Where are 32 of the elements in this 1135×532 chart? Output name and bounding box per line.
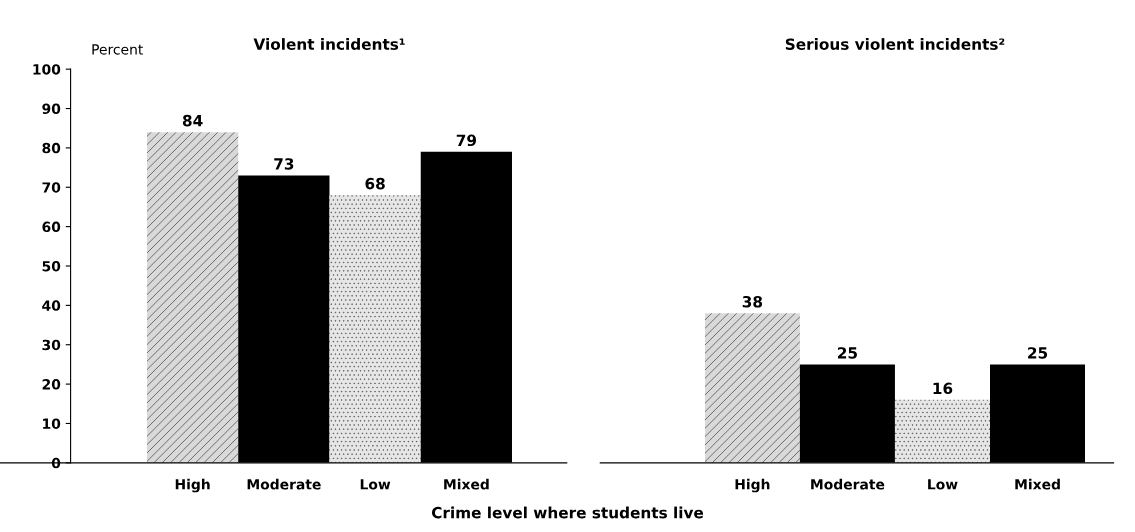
y-tick-label: 90 [42, 103, 61, 114]
y-axis-title: Percent [92, 44, 143, 55]
data-label: 84 [182, 114, 203, 127]
y-tick-label: 60 [42, 221, 61, 233]
data-label: 38 [742, 295, 763, 308]
y-tick-label: 80 [42, 142, 61, 154]
data-label: 25 [838, 347, 857, 359]
x-tick-label: Mixed [1015, 478, 1060, 490]
bar [146, 132, 239, 463]
x-tick-label: Moderate [247, 478, 321, 490]
x-tick-label: Moderate [811, 478, 885, 490]
x-tick-label: High [175, 478, 210, 493]
text: Crime level where students live [431, 506, 704, 519]
y-tick-label: 40 [42, 300, 61, 311]
chart-title: Violent incidents¹ [253, 38, 405, 50]
y-tick-label: 50 [42, 260, 61, 272]
y-tick-label: 10 [43, 418, 61, 429]
y-tick-label: 100 [33, 64, 61, 75]
x-tick-label: Mixed [444, 478, 489, 490]
data-label: 68 [365, 177, 385, 190]
y-tick-label: 70 [42, 182, 61, 193]
bar [329, 195, 421, 463]
x-tick-label: Low [360, 479, 391, 490]
chart-title: Serious violent incidents² [785, 38, 1005, 50]
y-tick-label: 30 [42, 339, 61, 351]
data-label: 16 [933, 382, 953, 395]
y-tick-label: 20 [42, 379, 61, 390]
x-tick-label: Low [928, 479, 958, 490]
data-label: 25 [1028, 347, 1048, 359]
data-label: 79 [456, 134, 477, 147]
data-label: 73 [274, 158, 294, 170]
x-tick-label: High [735, 478, 770, 493]
